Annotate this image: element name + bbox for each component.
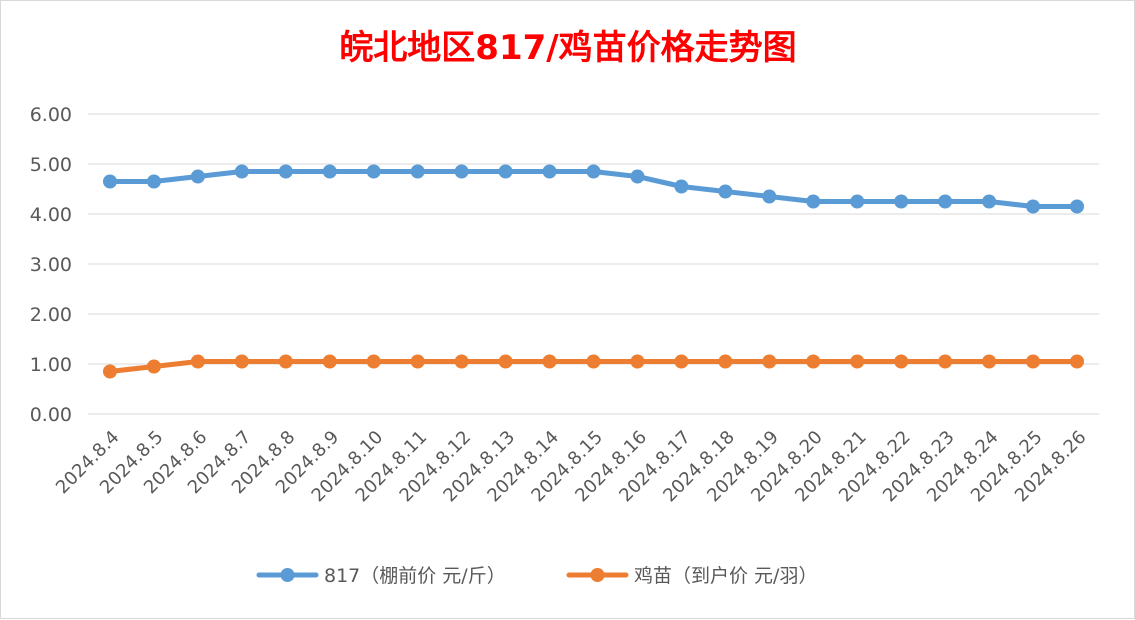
data-point[interactable] xyxy=(322,354,337,369)
x-axis: 2024.8.42024.8.52024.8.62024.8.72024.8.8… xyxy=(52,427,1091,507)
data-point[interactable] xyxy=(938,354,953,369)
data-point[interactable] xyxy=(982,354,997,369)
data-point[interactable] xyxy=(234,354,249,369)
data-point[interactable] xyxy=(630,169,645,184)
series-layer xyxy=(102,164,1085,379)
legend-item-1[interactable]: 817（棚前价 元/斤） xyxy=(256,565,506,587)
data-point[interactable] xyxy=(806,354,821,369)
data-point[interactable] xyxy=(454,354,469,369)
y-tick-label: 2.00 xyxy=(30,304,72,326)
legend-label: 鸡苗（到户价 元/羽） xyxy=(634,565,817,587)
legend-marker xyxy=(280,568,295,582)
data-point[interactable] xyxy=(366,164,381,179)
data-point[interactable] xyxy=(674,179,689,194)
y-tick-label: 5.00 xyxy=(30,154,72,176)
data-point[interactable] xyxy=(190,169,205,184)
data-point[interactable] xyxy=(366,354,381,369)
data-point[interactable] xyxy=(982,194,997,209)
data-point[interactable] xyxy=(1070,354,1085,369)
data-point[interactable] xyxy=(322,164,337,179)
data-point[interactable] xyxy=(586,164,601,179)
legend-label: 817（棚前价 元/斤） xyxy=(324,565,506,587)
data-point[interactable] xyxy=(234,164,249,179)
legend-item-2[interactable]: 鸡苗（到户价 元/羽） xyxy=(566,565,817,587)
data-point[interactable] xyxy=(674,354,689,369)
data-point[interactable] xyxy=(542,354,557,369)
data-point[interactable] xyxy=(278,354,293,369)
chart-title: 皖北地区817/鸡苗价格走势图 xyxy=(339,28,796,68)
data-point[interactable] xyxy=(190,354,205,369)
y-tick-label: 6.00 xyxy=(30,104,72,126)
data-point[interactable] xyxy=(146,174,161,189)
series-1 xyxy=(102,164,1085,214)
y-tick-label: 1.00 xyxy=(30,354,72,376)
data-point[interactable] xyxy=(1026,354,1041,369)
data-point[interactable] xyxy=(498,164,513,179)
data-point[interactable] xyxy=(894,354,909,369)
data-point[interactable] xyxy=(850,354,865,369)
series-2 xyxy=(102,354,1085,379)
data-point[interactable] xyxy=(1026,199,1041,214)
data-point[interactable] xyxy=(542,164,557,179)
y-tick-label: 4.00 xyxy=(30,204,72,226)
data-point[interactable] xyxy=(146,359,161,374)
data-point[interactable] xyxy=(718,184,733,199)
legend-marker xyxy=(590,568,605,582)
data-point[interactable] xyxy=(1070,199,1085,214)
data-point[interactable] xyxy=(850,194,865,209)
data-point[interactable] xyxy=(630,354,645,369)
data-point[interactable] xyxy=(278,164,293,179)
data-point[interactable] xyxy=(718,354,733,369)
grid-lines xyxy=(88,113,1099,415)
y-tick-label: 3.00 xyxy=(30,254,72,276)
data-point[interactable] xyxy=(894,194,909,209)
data-point[interactable] xyxy=(498,354,513,369)
y-tick-label: 0.00 xyxy=(30,404,72,426)
y-axis: 0.00 1.00 2.00 3.00 4.00 5.00 6.00 xyxy=(30,104,72,426)
data-point[interactable] xyxy=(410,164,425,179)
data-point[interactable] xyxy=(586,354,601,369)
data-point[interactable] xyxy=(454,164,469,179)
data-point[interactable] xyxy=(102,174,117,189)
data-point[interactable] xyxy=(806,194,821,209)
data-point[interactable] xyxy=(938,194,953,209)
data-point[interactable] xyxy=(762,189,777,204)
legend[interactable]: 817（棚前价 元/斤） 鸡苗（到户价 元/羽） xyxy=(256,565,817,587)
data-point[interactable] xyxy=(410,354,425,369)
data-point[interactable] xyxy=(102,364,117,379)
data-point[interactable] xyxy=(762,354,777,369)
